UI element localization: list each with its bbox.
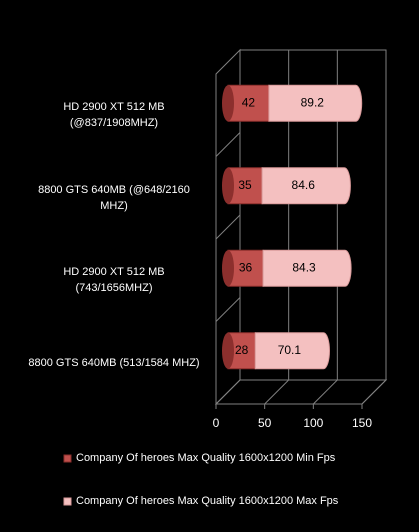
bar-part (222, 167, 234, 204)
data-label: 84.6 (292, 178, 316, 192)
bar-part (261, 167, 351, 205)
category-divider (215, 132, 241, 157)
legend-label: Company Of heroes Max Quality 1600x1200 … (76, 452, 336, 464)
bar-part (254, 332, 330, 370)
data-label: 70.1 (278, 343, 302, 357)
bar-segment (254, 332, 330, 370)
grid-line (312, 379, 338, 405)
data-label: 28 (235, 343, 249, 357)
data-label: 42 (242, 95, 256, 109)
data-label: 84.3 (292, 260, 316, 274)
category-divider (215, 297, 241, 322)
bar-part (262, 249, 352, 287)
grid-line (215, 379, 241, 405)
data-label: 89.2 (301, 95, 325, 109)
category-label: 8800 GTS 640MB (@648/2160 MHZ) (38, 183, 190, 212)
category-label: HD 2900 XT 512 MB (743/1656MHZ) (63, 266, 165, 295)
x-tick-label: 150 (352, 416, 372, 430)
x-tick-label: 100 (303, 416, 323, 430)
bar-segment (222, 167, 269, 205)
legend-label: Company Of heroes Max Quality 1600x1200 … (76, 495, 339, 507)
grid-line (264, 379, 290, 405)
x-tick-label: 0 (213, 416, 220, 430)
bar-segment (261, 167, 351, 205)
data-label: 35 (238, 178, 252, 192)
bar-segment (222, 84, 276, 122)
grid-line (361, 379, 387, 405)
bar-part (222, 332, 234, 369)
data-label: 36 (239, 260, 253, 274)
bar-segment (262, 249, 352, 287)
bar-segment (268, 84, 363, 122)
legend-marker (63, 497, 72, 506)
legend-marker (63, 454, 72, 463)
category-label: 8800 GTS 640MB (513/1584 MHZ) (28, 356, 200, 369)
bar-part (268, 84, 363, 122)
floor (214, 379, 388, 405)
bar-part (222, 250, 234, 287)
x-tick-label: 50 (258, 416, 272, 430)
category-divider (215, 214, 241, 240)
category-label: HD 2900 XT 512 MB (@837/1908MHZ) (63, 101, 165, 130)
bar-part (222, 85, 234, 122)
